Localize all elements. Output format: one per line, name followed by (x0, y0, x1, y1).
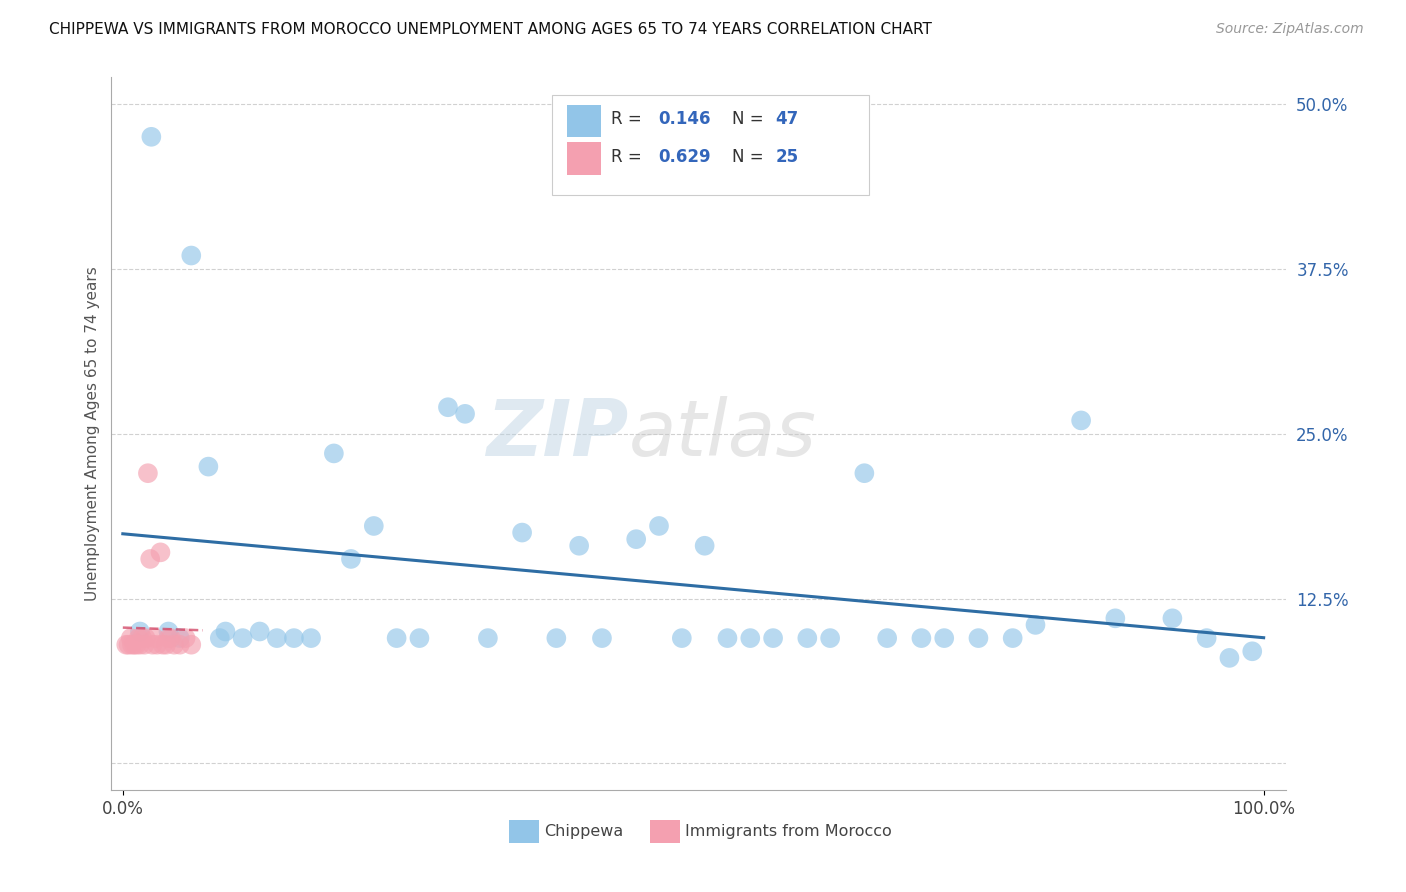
Point (120, 631, 142, 645)
Point (546, 631, 568, 645)
Point (163, 638, 186, 652)
Point (134, 638, 156, 652)
Point (876, 631, 898, 645)
Point (1241, 644, 1264, 658)
Text: 0.629: 0.629 (658, 148, 710, 166)
Point (121, 638, 143, 652)
Point (740, 631, 762, 645)
Point (716, 631, 738, 645)
Point (214, 624, 236, 639)
Point (408, 631, 430, 645)
Point (143, 631, 166, 645)
Text: R =: R = (610, 110, 647, 128)
Point (117, 638, 139, 652)
Point (1218, 651, 1240, 665)
Point (115, 638, 138, 652)
FancyBboxPatch shape (553, 95, 869, 195)
Point (510, 525, 533, 540)
Point (1001, 631, 1024, 645)
Point (135, 631, 157, 645)
Point (1104, 611, 1126, 625)
Point (477, 631, 499, 645)
Point (139, 552, 162, 566)
Y-axis label: Unemployment Among Ages 65 to 74 years: Unemployment Among Ages 65 to 74 years (86, 266, 100, 601)
Point (266, 631, 288, 645)
Point (910, 631, 932, 645)
Point (568, 539, 591, 553)
Point (1161, 611, 1184, 625)
Point (197, 459, 219, 474)
Point (180, 248, 202, 262)
Text: N =: N = (733, 148, 769, 166)
FancyBboxPatch shape (650, 821, 681, 843)
Point (249, 624, 271, 639)
Text: Immigrants from Morocco: Immigrants from Morocco (685, 823, 891, 838)
FancyBboxPatch shape (568, 104, 602, 137)
Point (322, 446, 344, 460)
Text: 0.146: 0.146 (658, 110, 710, 128)
Point (967, 631, 990, 645)
Point (129, 624, 152, 639)
Point (283, 631, 305, 645)
Point (159, 631, 181, 645)
Point (299, 631, 322, 645)
Point (1070, 413, 1092, 427)
Point (169, 638, 191, 652)
Point (437, 401, 460, 415)
Point (129, 638, 152, 652)
Point (180, 638, 202, 652)
Text: N =: N = (733, 110, 769, 128)
Point (1195, 631, 1218, 645)
Point (149, 545, 172, 559)
Point (128, 631, 150, 645)
Point (232, 631, 254, 645)
Point (157, 631, 180, 645)
Text: atlas: atlas (628, 396, 817, 472)
Point (671, 631, 693, 645)
Point (648, 519, 671, 533)
Point (141, 638, 163, 652)
Point (796, 631, 818, 645)
Point (125, 638, 148, 652)
Point (624, 532, 647, 546)
Text: Chippewa: Chippewa (544, 823, 623, 838)
Point (174, 631, 197, 645)
Point (122, 638, 145, 652)
Point (934, 631, 956, 645)
Point (136, 466, 159, 480)
Point (385, 631, 408, 645)
Text: Source: ZipAtlas.com: Source: ZipAtlas.com (1216, 22, 1364, 37)
Point (146, 638, 169, 652)
Point (454, 407, 477, 421)
Point (131, 631, 153, 645)
Point (363, 519, 385, 533)
Text: 47: 47 (775, 110, 799, 128)
Text: CHIPPEWA VS IMMIGRANTS FROM MOROCCO UNEMPLOYMENT AMONG AGES 65 TO 74 YEARS CORRE: CHIPPEWA VS IMMIGRANTS FROM MOROCCO UNEM… (49, 22, 932, 37)
Point (157, 624, 180, 639)
Point (1024, 618, 1046, 632)
Point (141, 129, 163, 144)
Point (693, 539, 716, 553)
FancyBboxPatch shape (509, 821, 538, 843)
Point (762, 631, 785, 645)
Point (169, 631, 191, 645)
Point (591, 631, 613, 645)
Text: 25: 25 (775, 148, 799, 166)
Point (155, 638, 177, 652)
Point (818, 631, 841, 645)
Point (853, 466, 876, 480)
FancyBboxPatch shape (568, 142, 602, 175)
Text: ZIP: ZIP (486, 396, 628, 472)
Point (340, 552, 363, 566)
Point (152, 638, 174, 652)
Point (208, 631, 231, 645)
Text: R =: R = (610, 148, 647, 166)
